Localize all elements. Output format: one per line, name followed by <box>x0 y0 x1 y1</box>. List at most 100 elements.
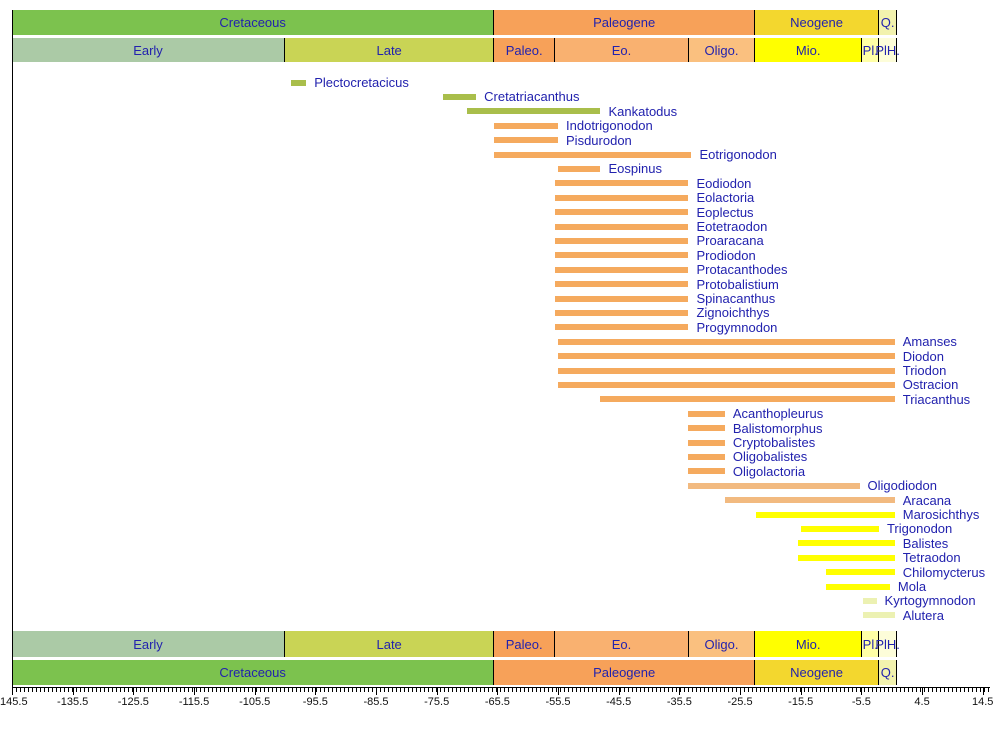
axis-tick-label: -65.5 <box>484 696 510 708</box>
taxon-range-bar-spinacanthus <box>554 295 689 302</box>
epoch-cell-mio: Mio. <box>755 631 863 657</box>
epoch-label: Oligo. <box>704 42 739 58</box>
taxon-label-zignoichthys: Zignoichthys <box>696 305 770 321</box>
taxon-label-diodon: Diodon <box>902 348 944 364</box>
taxon-range-bar-cretatriacanthus <box>442 93 477 100</box>
axis-major-tick <box>194 688 195 695</box>
axis-major-tick <box>922 688 924 695</box>
taxon-range-bar-triodon <box>558 367 895 374</box>
taxon-label-proaracana: Proaracana <box>696 233 764 249</box>
axis-major-tick <box>436 688 438 695</box>
axis-tick-label: -105.5 <box>239 696 271 708</box>
taxon-label-protobalistium: Protobalistium <box>696 276 779 292</box>
taxon-range-bar-ostracion <box>558 381 895 388</box>
period-label: Neogene <box>790 665 843 680</box>
epoch-label: Pl. <box>862 636 878 652</box>
taxon-label-kyrtogymnodon: Kyrtogymnodon <box>884 593 976 609</box>
epoch-cell-oligo: Oligo. <box>689 38 755 62</box>
epoch-cell-eo: Eo. <box>554 631 690 657</box>
period-label: Q. <box>880 15 895 30</box>
period-cell-cretaceous: Cretaceous <box>12 660 495 685</box>
taxon-range-bar-eotetraodon <box>554 223 689 230</box>
taxon-range-bar-zignoichthys <box>554 309 689 316</box>
taxon-label-eotetraodon: Eotetraodon <box>696 219 768 234</box>
taxon-range-bar-balistes <box>797 540 895 547</box>
taxon-range-bar-eodiodon <box>554 180 689 187</box>
taxon-label-progymnodon: Progymnodon <box>696 319 778 335</box>
axis-major-tick <box>133 688 135 695</box>
taxon-range-bar-progymnodon <box>554 324 689 331</box>
epoch-cell-late: Late <box>285 38 495 62</box>
axis-tick-label: -15.5 <box>788 696 814 708</box>
taxon-range-bar-tetraodon <box>797 554 895 561</box>
taxon-label-mola: Mola <box>897 579 927 594</box>
taxon-label-acanthopleurus: Acanthopleurus <box>732 406 824 422</box>
taxon-label-oligobalistes: Oligobalistes <box>732 449 808 465</box>
taxon-range-bar-balistomorphus <box>688 425 725 432</box>
taxon-range-bar-pisdurodon <box>494 137 559 144</box>
axis-major-tick <box>254 688 256 695</box>
taxon-label-balistes: Balistes <box>902 535 949 551</box>
taxon-label-aracana: Aracana <box>902 492 952 508</box>
epoch-cell-plh: PlH. <box>875 38 900 62</box>
taxon-range-bar-protobalistium <box>554 281 689 288</box>
epoch-label: Mio. <box>795 636 821 652</box>
period-label: Cretaceous <box>219 15 286 30</box>
epoch-label: Paleo. <box>505 42 543 58</box>
epoch-cell-pl: Pl. <box>862 38 880 62</box>
taxon-range-bar-kyrtogymnodon <box>862 597 877 604</box>
period-label: Q. <box>880 665 895 680</box>
taxon-label-oligodiodon: Oligodiodon <box>867 478 937 494</box>
taxon-range-bar-protacanthodes <box>554 266 689 273</box>
taxon-label-protacanthodes: Protacanthodes <box>696 262 788 278</box>
epoch-label: Eo. <box>611 42 632 58</box>
axis-tick-label: -75.5 <box>424 696 450 708</box>
taxon-label-triodon: Triodon <box>902 363 947 378</box>
epoch-cell-early: Early <box>12 631 285 657</box>
taxon-label-ostracion: Ostracion <box>902 377 959 393</box>
taxon-range-bar-aracana <box>724 497 895 504</box>
taxon-label-marosichthys: Marosichthys <box>902 507 980 522</box>
axis-tick-label: -45.5 <box>606 696 632 708</box>
axis-tick-label: -55.5 <box>545 696 571 708</box>
axis-tick-label: -95.5 <box>302 696 328 708</box>
axis-tick-label: -145.5 <box>0 696 28 708</box>
axis-tick-label: -25.5 <box>727 696 753 708</box>
taxon-range-bar-trigonodon <box>800 525 879 532</box>
taxon-label-eolactoria: Eolactoria <box>696 190 755 206</box>
taxon-label-prodiodon: Prodiodon <box>696 247 756 263</box>
axis-major-tick <box>982 688 984 695</box>
taxon-range-bar-eoplectus <box>554 209 689 216</box>
taxon-label-kankatodus: Kankatodus <box>608 103 678 119</box>
epoch-label: Early <box>133 636 163 652</box>
epoch-label: PlH. <box>875 42 900 58</box>
axis-tick-label: -85.5 <box>363 696 389 708</box>
taxon-range-bar-marosichthys <box>756 511 895 518</box>
epoch-cell-pl: Pl. <box>862 631 880 657</box>
epoch-label: Late <box>376 42 402 58</box>
taxon-label-chilomycterus: Chilomycterus <box>902 564 986 580</box>
taxon-label-amanses: Amanses <box>902 334 957 350</box>
period-label: Paleogene <box>593 15 656 30</box>
epoch-label: Late <box>376 636 402 652</box>
taxon-range-bar-eotrigonodon <box>494 151 692 158</box>
epoch-label: Mio. <box>795 42 821 58</box>
period-cell-q: Q. <box>879 10 898 35</box>
epoch-cell-mio: Mio. <box>755 38 863 62</box>
taxon-range-bar-acanthopleurus <box>688 410 725 417</box>
time-axis-line <box>12 687 990 688</box>
period-cell-cretaceous: Cretaceous <box>12 10 495 35</box>
axis-tick-label: -35.5 <box>666 696 692 708</box>
taxon-label-eotrigonodon: Eotrigonodon <box>699 147 777 162</box>
epoch-cell-late: Late <box>285 631 495 657</box>
epoch-cell-early: Early <box>12 38 285 62</box>
axis-major-tick <box>740 688 742 695</box>
taxon-label-trigonodon: Trigonodon <box>886 521 953 537</box>
axis-tick-label: 14.5 <box>972 696 994 708</box>
axis-major-tick <box>861 688 863 695</box>
taxon-label-cretatriacanthus: Cretatriacanthus <box>484 89 580 105</box>
axis-minor-ticks <box>12 688 991 692</box>
taxon-range-bar-cryptobalistes <box>688 439 725 446</box>
axis-major-tick <box>679 688 681 695</box>
taxon-range-bar-eolactoria <box>554 194 689 201</box>
